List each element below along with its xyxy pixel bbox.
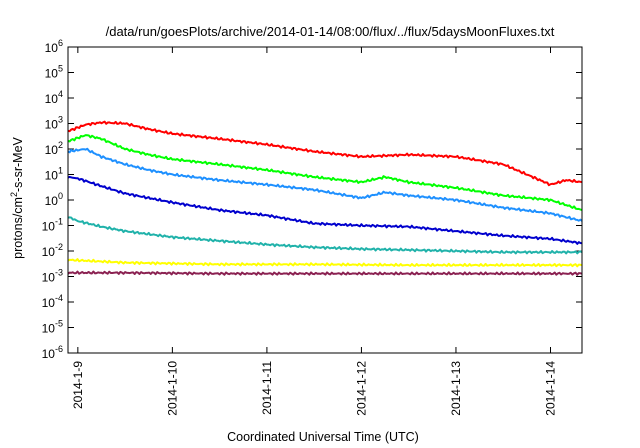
y-tick-label: 100 bbox=[45, 191, 63, 208]
y-tick-label: 10-3 bbox=[42, 268, 63, 285]
y-tick-label: 10-5 bbox=[42, 319, 63, 336]
x-tick-label: 2014-1-12 bbox=[354, 361, 368, 416]
series-layer bbox=[67, 120, 583, 276]
series-line bbox=[67, 175, 583, 245]
series-line bbox=[67, 134, 583, 212]
x-tick-label: 2014-1-11 bbox=[260, 361, 274, 415]
x-tick-label: 2014-1-13 bbox=[449, 361, 463, 416]
x-axis-label: Coordinated Universal Time (UTC) bbox=[227, 430, 419, 444]
series-line bbox=[67, 216, 583, 255]
chart-title: /data/run/goesPlots/archive/2014-01-14/0… bbox=[106, 24, 555, 39]
y-axis-label: protons/cm2-s-sr-MeV bbox=[9, 136, 25, 258]
y-tick-label: 105 bbox=[45, 64, 63, 81]
y-tick-label: 104 bbox=[45, 89, 63, 106]
series-line bbox=[67, 258, 583, 268]
y-axis-ticks: 10-6 10-5 10-4 10-3 10-2 10-1 100 101 102 103 104 1… bbox=[42, 38, 582, 361]
y-tick-label: 10-4 bbox=[42, 293, 63, 310]
y-tick-label: 10-6 bbox=[42, 344, 63, 361]
y-tick-label: 10-1 bbox=[42, 217, 63, 234]
y-tick-label: 10-2 bbox=[42, 242, 63, 259]
plot-frame bbox=[67, 46, 583, 354]
x-axis-ticks: 2014-1-9 2014-1-10 2014-1-11 2014-1-12 2014-… bbox=[71, 47, 557, 416]
series-line bbox=[67, 147, 583, 222]
y-tick-label: 106 bbox=[45, 38, 63, 55]
y-tick-label: 101 bbox=[45, 166, 63, 183]
series-line bbox=[67, 120, 583, 187]
series-line bbox=[67, 270, 583, 276]
y-tick-label: 102 bbox=[45, 140, 63, 157]
x-tick-label: 2014-1-9 bbox=[71, 361, 85, 409]
x-tick-label: 2014-1-14 bbox=[543, 361, 557, 416]
x-tick-label: 2014-1-10 bbox=[165, 361, 179, 416]
y-tick-label: 103 bbox=[45, 115, 63, 132]
